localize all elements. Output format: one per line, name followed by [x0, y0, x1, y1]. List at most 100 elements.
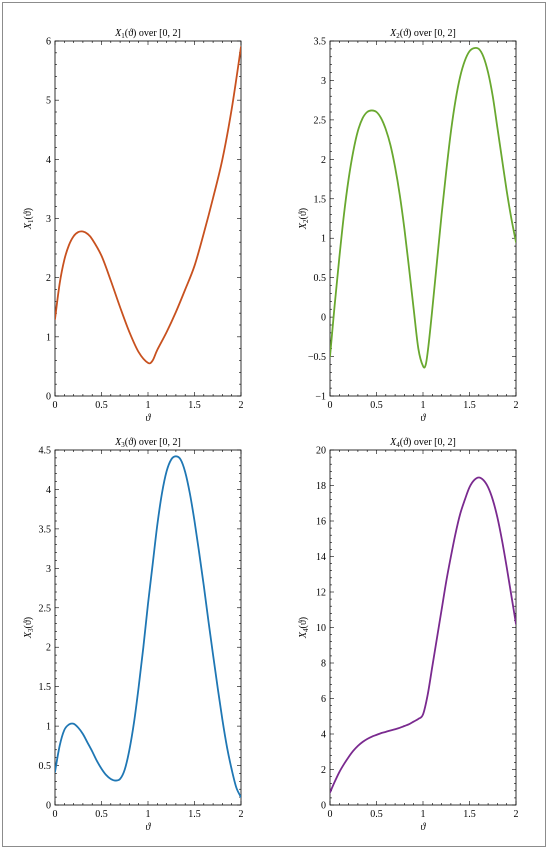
- y-tick-label: 20: [316, 446, 326, 457]
- x-tick-label: 1: [146, 400, 151, 411]
- label-subscript: 1: [27, 219, 35, 223]
- panel-title: X4(ϑ) over [0, 2]: [389, 437, 456, 449]
- x-tick-label: 2: [514, 809, 519, 820]
- plot-area-frame: [54, 40, 242, 397]
- panel-title: X2(ϑ) over [0, 2]: [389, 28, 456, 40]
- y-tick-label: 3: [46, 564, 51, 575]
- x-tick-label: 2: [239, 400, 244, 411]
- y-axis-label: X1(ϑ): [23, 208, 35, 230]
- label-variable: X: [298, 222, 309, 230]
- label-argument: (ϑ): [298, 208, 309, 220]
- x-tick-label: 1: [421, 809, 426, 820]
- x-axis-label: ϑ: [421, 413, 427, 424]
- label-subscript: 2: [302, 219, 310, 223]
- chart-panel-2: 0 0.5 1 1.5 2−1−0.500.511.522.533.5X2(ϑ) ove…: [298, 28, 519, 424]
- y-tick-label: 3.5: [39, 524, 52, 535]
- series-line: [55, 455, 241, 799]
- y-tick-label: 2: [46, 643, 51, 654]
- x-tick-label: 2: [514, 400, 519, 411]
- y-tick-label: 3: [46, 214, 51, 225]
- label-tail: over [0, 2]: [411, 437, 455, 448]
- label-subscript: 2: [396, 32, 400, 40]
- y-tick-label: 6: [46, 37, 51, 48]
- y-tick-label: 4: [46, 155, 51, 166]
- y-tick-label: 4: [46, 485, 51, 496]
- label-argument: (ϑ): [125, 437, 137, 448]
- y-tick-label: 10: [316, 623, 326, 634]
- y-tick-label: 0.5: [314, 273, 327, 284]
- label-variable: X: [298, 631, 309, 639]
- y-axis-label: X4(ϑ): [298, 617, 310, 639]
- x-axis-label: ϑ: [146, 413, 152, 424]
- label-tail: over [0, 2]: [411, 28, 455, 39]
- series-line: [55, 46, 241, 365]
- label-tail: over [0, 2]: [136, 437, 180, 448]
- panel-title: X3(ϑ) over [0, 2]: [114, 437, 181, 449]
- y-tick-label: 2: [321, 765, 326, 776]
- label-subscript: 3: [121, 441, 125, 449]
- y-tick-label: 0: [46, 392, 51, 403]
- label-subscript: 4: [302, 628, 310, 632]
- label-variable: X: [23, 631, 34, 639]
- y-tick-label: 8: [321, 659, 326, 670]
- series-line: [330, 46, 516, 369]
- y-tick-label: 2: [321, 155, 326, 166]
- label-subscript: 3: [27, 628, 35, 632]
- x-tick-label: 1.5: [188, 400, 201, 411]
- y-tick-label: 1.5: [39, 682, 52, 693]
- x-tick-label: 0: [328, 400, 333, 411]
- label-subscript: 4: [396, 441, 400, 449]
- plot-area-frame: [329, 40, 517, 397]
- label-argument: (ϑ): [400, 437, 412, 448]
- x-tick-label: 2: [239, 809, 244, 820]
- y-tick-label: 1: [46, 722, 51, 733]
- y-tick-label: 0: [46, 801, 51, 812]
- plot-area-frame: [54, 449, 242, 806]
- x-tick-label: 0.5: [370, 809, 383, 820]
- x-tick-label: 1.5: [463, 809, 476, 820]
- y-tick-label: 1: [46, 332, 51, 343]
- x-tick-label: 0.5: [95, 809, 108, 820]
- y-tick-label: 1.5: [314, 194, 327, 205]
- label-variable: X: [23, 222, 34, 230]
- label-variable: X: [114, 28, 122, 39]
- label-argument: (ϑ): [400, 28, 412, 39]
- y-tick-label: 0.5: [39, 761, 52, 772]
- label-argument: (ϑ): [23, 208, 34, 220]
- label-variable: X: [389, 437, 397, 448]
- y-tick-label: 3.5: [314, 37, 327, 48]
- x-tick-label: 1: [146, 809, 151, 820]
- y-tick-label: 0: [321, 313, 326, 324]
- x-tick-label: 1.5: [463, 400, 476, 411]
- label-tail: over [0, 2]: [136, 28, 180, 39]
- label-variable: X: [114, 437, 122, 448]
- y-tick-label: 12: [316, 588, 326, 599]
- y-tick-label: 4.5: [39, 446, 52, 457]
- x-axis-label: ϑ: [146, 822, 152, 833]
- y-tick-label: 2.5: [39, 603, 52, 614]
- label-variable: X: [389, 28, 397, 39]
- panel-title: X1(ϑ) over [0, 2]: [114, 28, 181, 40]
- y-tick-label: 1: [321, 234, 326, 245]
- x-tick-label: 0: [53, 400, 58, 411]
- y-tick-label: 4: [321, 730, 326, 741]
- x-tick-label: 0: [53, 809, 58, 820]
- chart-panel-3: 0 0.5 1 1.5 200.511.522.533.544.5X3(ϑ) over …: [23, 437, 244, 833]
- y-tick-label: −1: [315, 392, 326, 403]
- plot-area-frame: [329, 449, 517, 806]
- x-tick-label: 1: [421, 400, 426, 411]
- y-axis-label: X3(ϑ): [23, 617, 35, 639]
- label-argument: (ϑ): [23, 617, 34, 629]
- series-line: [330, 476, 516, 794]
- x-tick-label: 0.5: [95, 400, 108, 411]
- y-tick-label: 16: [316, 517, 326, 528]
- x-tick-label: 1.5: [188, 809, 201, 820]
- x-tick-label: 0.5: [370, 400, 383, 411]
- y-tick-label: 18: [316, 481, 326, 492]
- x-axis-label: ϑ: [421, 822, 427, 833]
- y-axis-label: X2(ϑ): [298, 208, 310, 230]
- y-tick-label: 2: [46, 273, 51, 284]
- y-tick-label: 3: [321, 76, 326, 87]
